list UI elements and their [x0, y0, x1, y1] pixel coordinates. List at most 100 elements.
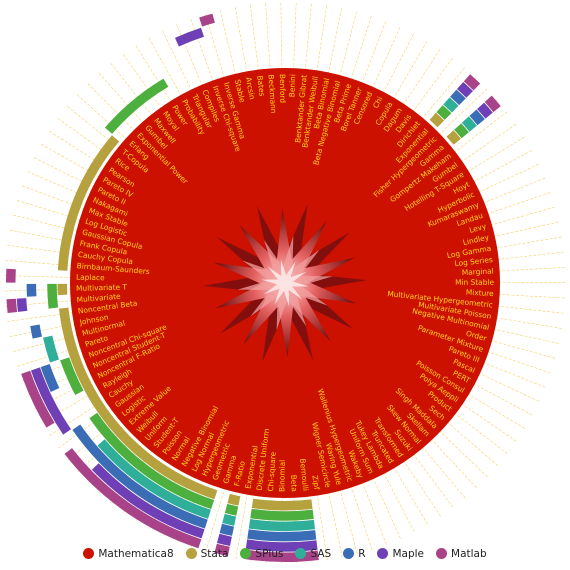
spoke-line	[205, 487, 226, 554]
spoke-line	[316, 4, 328, 73]
arc-r: R	[247, 529, 317, 542]
arc-splus: SPlus	[60, 357, 84, 395]
arc-stata: Stata	[57, 135, 120, 271]
arc-matlab: Matlab	[21, 370, 55, 428]
arc-maple: Maple	[91, 463, 205, 539]
spoke-line	[372, 25, 401, 89]
arc-maple: Maple	[217, 533, 232, 546]
arc-matlab: Matlab	[484, 95, 501, 113]
spoke-line	[446, 421, 500, 467]
spoke-line	[430, 438, 478, 490]
legend-label: Mathematica8	[98, 548, 174, 560]
distribution-label: Multivariate	[76, 292, 121, 305]
arc-splus: SPlus	[436, 105, 452, 120]
distribution-label: Benford	[278, 74, 287, 103]
distribution-label: Beta	[289, 475, 299, 492]
legend-label: R	[358, 548, 366, 560]
spoke-line	[109, 61, 153, 117]
arc-stata: Stata	[446, 130, 461, 145]
spoke-line	[497, 294, 567, 299]
spoke-line	[453, 412, 509, 455]
legend-dot-icon	[83, 548, 95, 559]
spoke-line	[421, 66, 466, 120]
arc-matlab: Matlab	[64, 448, 202, 549]
spoke-line	[361, 481, 388, 547]
spoke-line	[280, 1, 283, 71]
spoke-line	[328, 491, 343, 560]
spoke-line	[421, 446, 467, 500]
spoke-line	[86, 82, 136, 132]
legend-dot-icon	[240, 548, 252, 559]
distribution-label: Laplace	[76, 273, 105, 283]
distribution-label: Chi-square	[266, 451, 278, 492]
legend-label: Matlab	[451, 548, 487, 560]
arc-r: R	[26, 283, 37, 297]
spoke-line	[496, 251, 566, 260]
distribution-label: Multivariate T	[76, 282, 128, 292]
spoke-line	[472, 149, 534, 183]
arc-splus: SPlus	[454, 123, 469, 139]
spoke-line	[327, 6, 343, 75]
mathematica-star-icon	[203, 204, 367, 362]
arc-maple: Maple	[30, 367, 71, 435]
spoke-line	[265, 1, 271, 71]
spoke-line	[477, 372, 541, 403]
legend-item: SPlus	[240, 548, 283, 560]
legend-item: Maple	[377, 548, 424, 560]
arc-sas: SAS	[248, 519, 316, 532]
distribution-label: Benini	[287, 74, 297, 97]
spoke-line	[189, 17, 214, 83]
spoke-line	[316, 493, 328, 562]
arc-maple: Maple	[16, 298, 28, 312]
arc-splus: SPlus	[47, 283, 59, 309]
spoke-line	[175, 22, 203, 87]
spoke-line	[372, 476, 402, 541]
arc-sas: SAS	[443, 97, 459, 113]
spoke-line	[147, 36, 182, 97]
spoke-line	[472, 383, 534, 417]
legend-dot-icon	[185, 548, 197, 559]
arc-matlab: Matlab	[6, 298, 18, 314]
arc-splus: SPlus	[224, 503, 239, 516]
spoke-line	[382, 32, 415, 94]
arc-r: R	[30, 324, 42, 339]
spoke-line	[497, 266, 567, 272]
legend-item: Mathematica8	[83, 548, 174, 560]
spoke-line	[486, 351, 553, 374]
spoke-line	[249, 3, 259, 72]
spoke-line	[466, 393, 527, 430]
arc-splus: SPlus	[250, 508, 314, 521]
distribution-label: Beckmann	[267, 74, 279, 114]
legend-item: Stata	[185, 548, 229, 560]
arc-sas: SAS	[43, 335, 59, 363]
arc-r: R	[219, 523, 234, 536]
arc-maple: Maple	[477, 102, 493, 119]
arc-sas: SAS	[222, 513, 237, 526]
spoke-line	[489, 206, 557, 226]
arc-maple: Maple	[456, 81, 473, 98]
spoke-line	[339, 10, 358, 78]
spoke-line	[75, 93, 128, 141]
spoke-line	[460, 402, 518, 443]
distribution-label: Arcsin	[244, 76, 257, 100]
legend-label: SPlus	[255, 548, 284, 560]
spoke-line	[482, 177, 547, 204]
spoke-line	[438, 87, 489, 136]
spoke-line	[339, 488, 358, 556]
spoke-line	[121, 52, 163, 110]
spoke-line	[402, 460, 442, 518]
spoke-line	[234, 5, 248, 74]
arc-matlab: Matlab	[214, 543, 230, 557]
spoke-line	[460, 123, 518, 163]
spoke-line	[392, 39, 429, 100]
spoke-line	[453, 110, 509, 154]
distribution-label: Zipf	[310, 475, 321, 491]
distribution-label: Min Stable	[455, 278, 494, 287]
spoke-line	[496, 305, 566, 314]
arc-stata: Stata	[251, 498, 313, 511]
spoke-line	[382, 471, 416, 534]
spoke-line	[492, 221, 561, 237]
spoke-line	[219, 8, 237, 76]
legend-label: Stata	[200, 548, 229, 560]
